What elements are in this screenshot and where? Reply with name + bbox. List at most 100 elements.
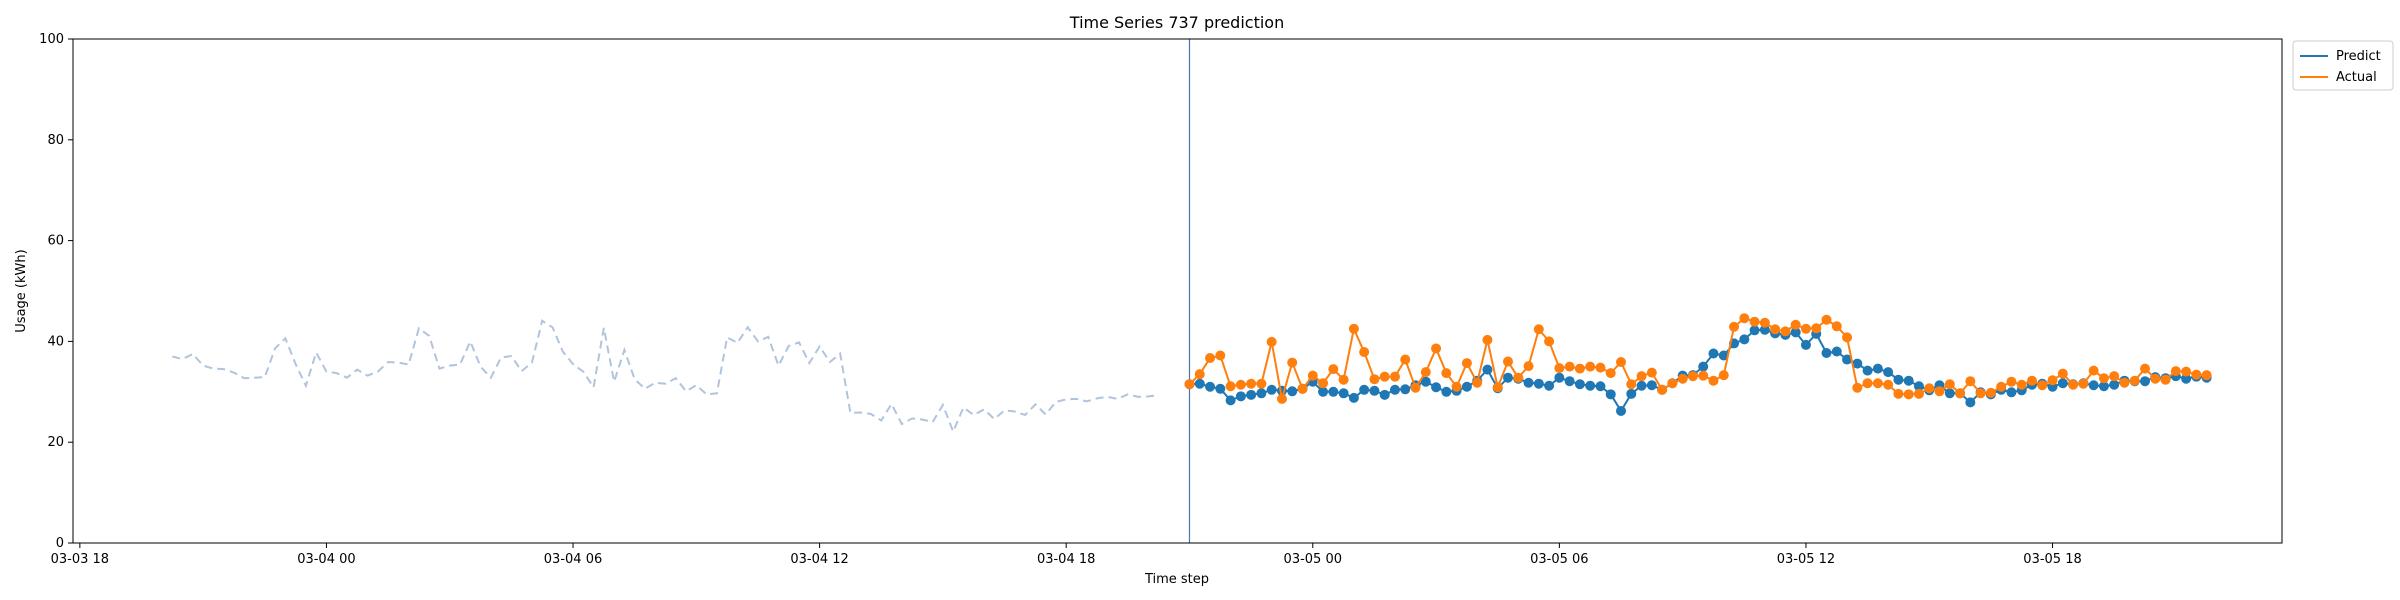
actual-point — [1472, 377, 1483, 388]
actual-point — [1996, 381, 2007, 392]
y-tick-label: 40 — [47, 334, 64, 349]
actual-point — [1533, 324, 1544, 335]
actual-point — [1770, 324, 1781, 335]
actual-point — [1636, 371, 1647, 382]
actual-point — [1225, 381, 1236, 392]
actual-point — [2037, 380, 2048, 391]
actual-point — [1595, 362, 1606, 373]
actual-point — [2170, 366, 2181, 377]
actual-point — [2129, 375, 2140, 386]
predict-point — [1718, 350, 1729, 361]
x-tick-label: 03-04 18 — [1037, 552, 1095, 567]
actual-point — [1924, 383, 1935, 394]
actual-point — [2088, 365, 2099, 376]
actual-point — [1184, 379, 1195, 390]
actual-point — [1626, 379, 1637, 390]
predict-point — [1461, 381, 1472, 392]
actual-point — [1338, 374, 1349, 385]
predict-point — [1944, 388, 1955, 399]
predict-series — [1184, 324, 2212, 416]
actual-point — [1790, 319, 1801, 330]
actual-point — [1266, 336, 1277, 347]
actual-point — [2181, 366, 2192, 377]
actual-point — [1759, 317, 1770, 328]
actual-point — [1348, 323, 1359, 334]
predict-point — [1431, 382, 1442, 393]
actual-point — [1194, 369, 1205, 380]
actual-point — [1492, 382, 1503, 393]
predict-point — [1790, 327, 1801, 338]
predict-point — [1749, 325, 1760, 336]
actual-point — [1410, 382, 1421, 393]
actual-point — [1359, 346, 1370, 357]
predict-point — [2006, 387, 2017, 398]
predict-point — [1194, 378, 1205, 389]
actual-point — [1893, 388, 1904, 399]
predict-point — [1574, 379, 1585, 390]
actual-point — [1852, 382, 1863, 393]
predict-point — [1389, 384, 1400, 395]
actual-point — [2191, 369, 2202, 380]
predict-point — [1235, 391, 1246, 402]
predict-point — [1215, 383, 1226, 394]
legend-label-predict: Predict — [2336, 49, 2381, 64]
predict-point — [1369, 385, 1380, 396]
predict-point — [1266, 384, 1277, 395]
legend-label-actual: Actual — [2336, 70, 2377, 85]
actual-point — [1913, 388, 1924, 399]
x-tick-label: 03-05 06 — [1530, 552, 1588, 567]
predict-point — [2098, 381, 2109, 392]
predict-point — [1205, 381, 1216, 392]
predict-point — [1379, 389, 1390, 400]
actual-point — [1246, 378, 1257, 389]
actual-point — [2098, 373, 2109, 384]
actual-point — [1739, 313, 1750, 324]
actual-point — [1554, 363, 1565, 374]
actual-point — [1461, 358, 1472, 369]
predict-point — [1287, 386, 1298, 397]
actual-point — [1431, 343, 1442, 354]
actual-point — [1574, 363, 1585, 374]
predict-point — [1913, 381, 1924, 392]
y-tick-label: 20 — [47, 435, 64, 450]
actual-point — [2006, 376, 2017, 387]
actual-point — [1441, 368, 1452, 379]
x-tick-label: 03-05 18 — [2023, 552, 2081, 567]
actual-point — [1215, 350, 1226, 361]
actual-point — [1328, 364, 1339, 375]
axes: 0 20 40 60 80 100 03-03 18 03-04 00 03-04 06 03-0… — [39, 32, 2283, 567]
predict-point — [1523, 377, 1534, 388]
actual-point — [1389, 371, 1400, 382]
predict-point — [1636, 380, 1647, 391]
predict-point — [1842, 354, 1853, 365]
actual-point — [1564, 361, 1575, 372]
predict-point — [1338, 388, 1349, 399]
actual-point — [1718, 370, 1729, 381]
actual-point — [1205, 353, 1216, 364]
actual-point — [1513, 372, 1524, 383]
actual-point — [1420, 367, 1431, 378]
predict-point — [1544, 380, 1555, 391]
predict-point — [1605, 389, 1616, 400]
actual-point — [1842, 332, 1853, 343]
actual-point — [1616, 357, 1627, 368]
actual-point — [1955, 388, 1966, 399]
actual-point — [2047, 375, 2058, 386]
predict-point — [1359, 384, 1370, 395]
actual-point — [1934, 386, 1945, 397]
actual-point — [2160, 374, 2171, 385]
predict-point — [1564, 376, 1575, 387]
y-tick-label: 80 — [47, 133, 64, 148]
y-tick-label: 60 — [47, 234, 64, 249]
x-axis-label: Time step — [1144, 572, 1209, 587]
predict-point — [1862, 365, 1873, 376]
y-axis-label: Usage (kWh) — [14, 249, 29, 332]
actual-point — [1307, 370, 1318, 381]
predict-point — [1420, 376, 1431, 387]
actual-point — [1975, 388, 1986, 399]
predict-point — [1554, 372, 1565, 383]
predict-point — [2109, 379, 2120, 390]
actual-point — [1965, 376, 1976, 387]
